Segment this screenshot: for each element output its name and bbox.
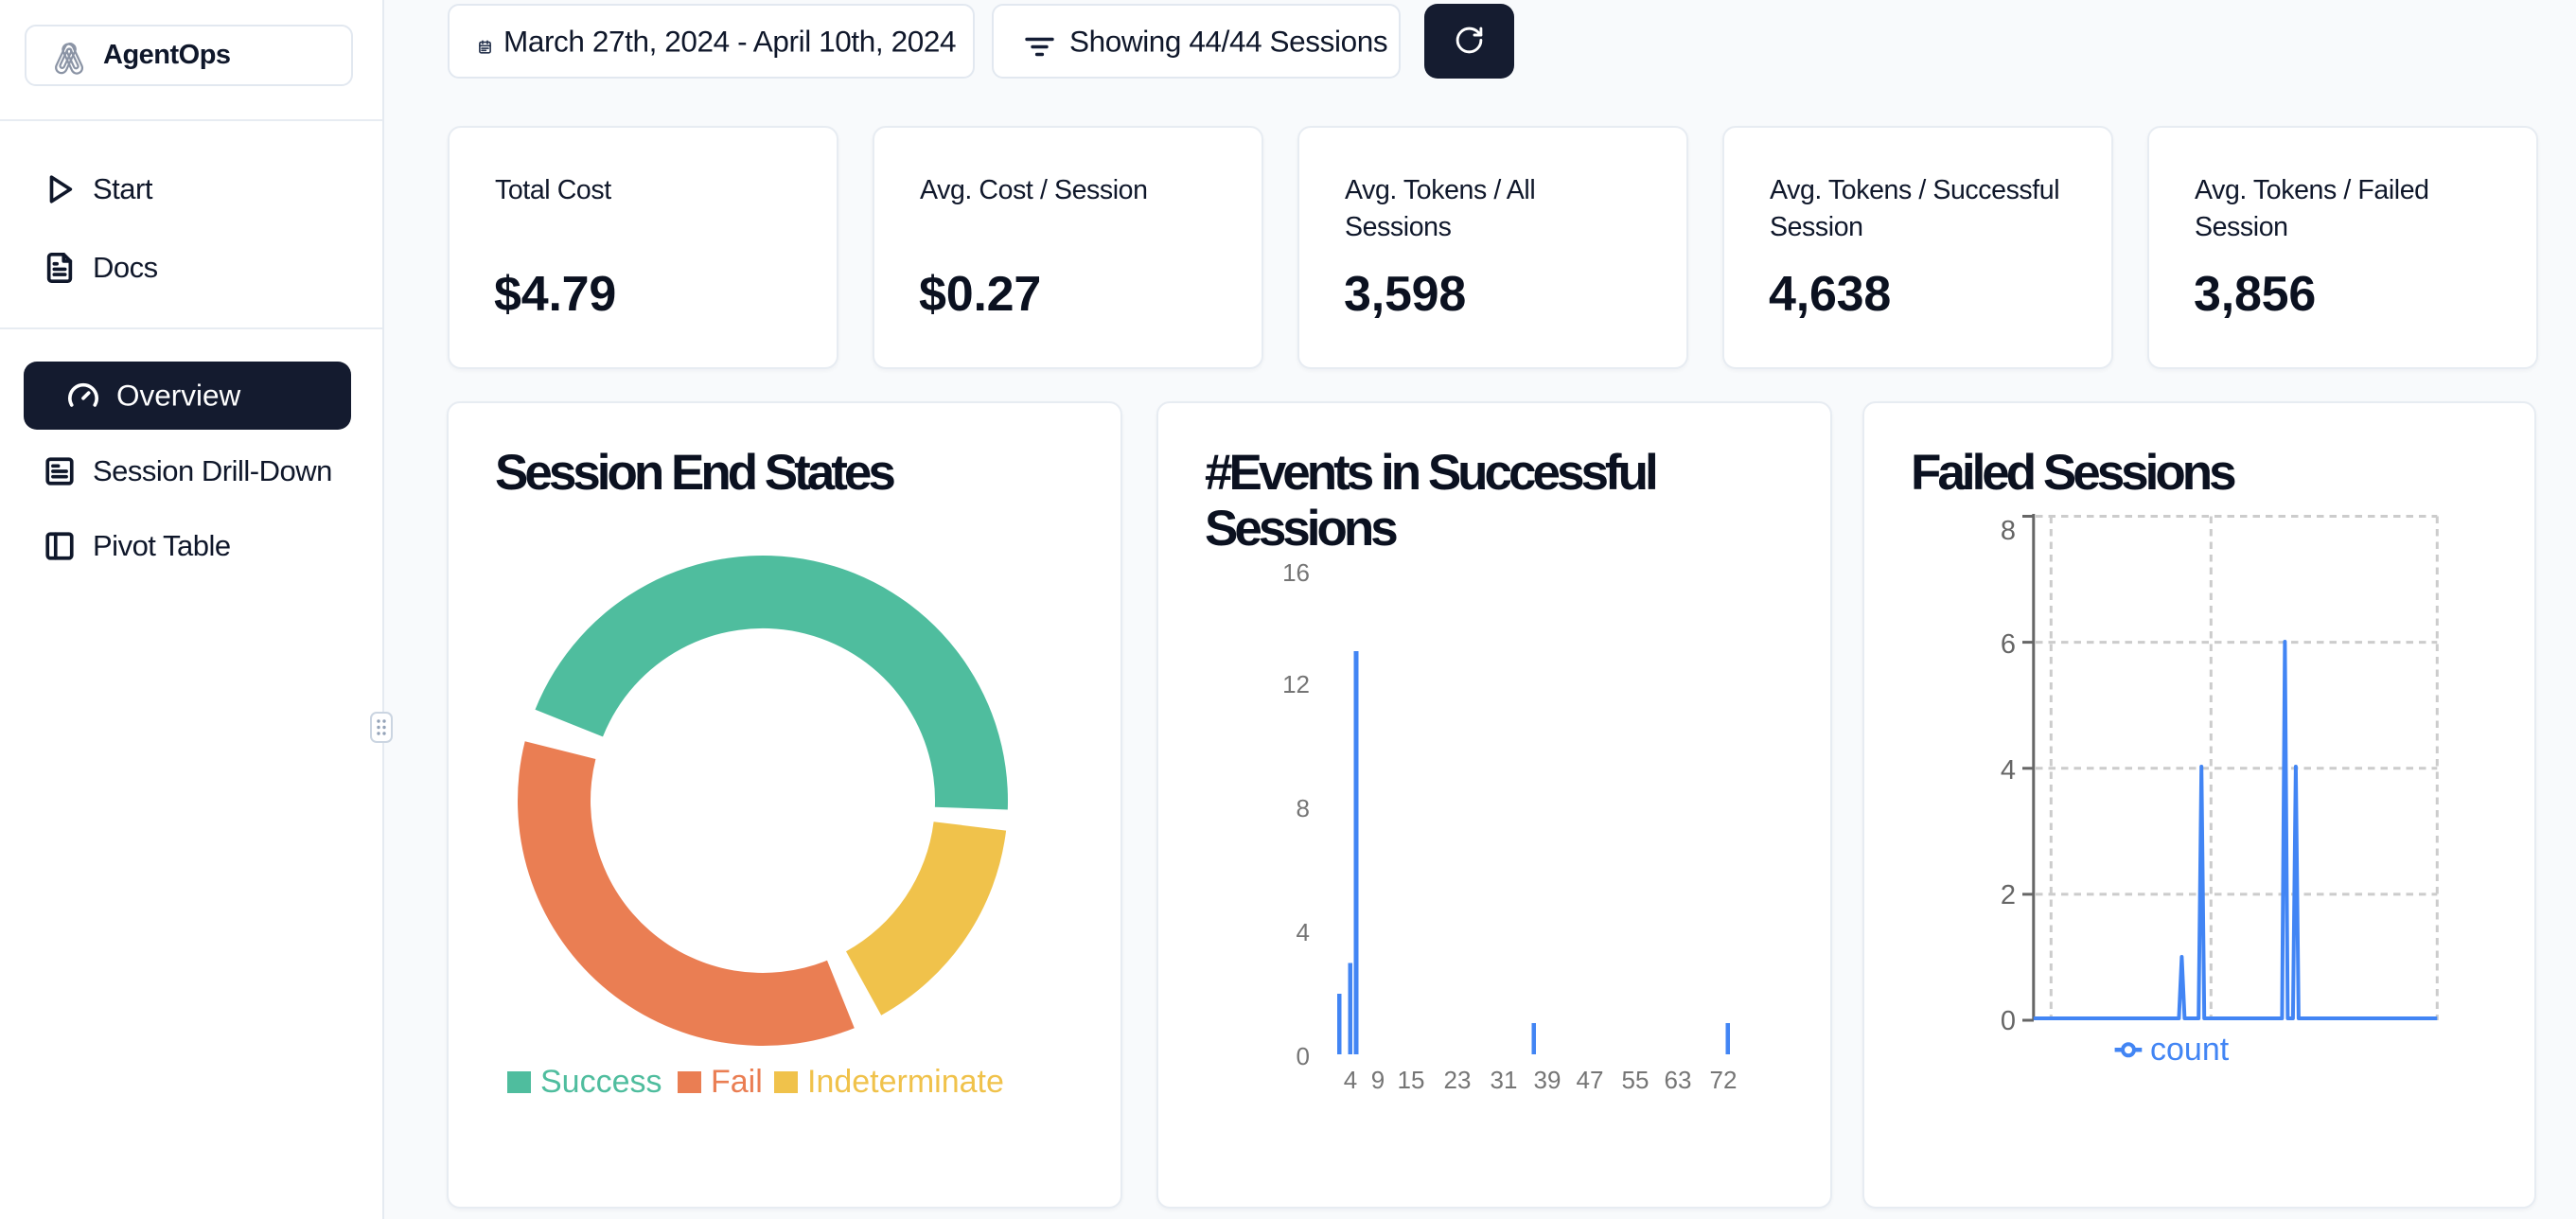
- svg-text:9: 9: [1371, 1066, 1385, 1094]
- svg-text:23: 23: [1444, 1066, 1472, 1094]
- svg-text:2: 2: [2001, 880, 2016, 910]
- svg-text:72: 72: [1710, 1066, 1738, 1094]
- svg-text:0: 0: [1297, 1042, 1310, 1070]
- svg-text:12: 12: [1282, 670, 1310, 698]
- svg-text:31: 31: [1491, 1066, 1518, 1094]
- svg-text:15: 15: [1398, 1066, 1425, 1094]
- svg-text:Fail: Fail: [711, 1064, 763, 1100]
- svg-text:39: 39: [1534, 1066, 1561, 1094]
- svg-text:4: 4: [1344, 1066, 1357, 1094]
- svg-text:47: 47: [1577, 1066, 1604, 1094]
- svg-text:Success: Success: [540, 1064, 662, 1100]
- svg-text:4: 4: [2001, 755, 2016, 786]
- svg-text:8: 8: [1297, 794, 1310, 822]
- svg-text:63: 63: [1665, 1066, 1692, 1094]
- svg-text:8: 8: [2001, 516, 2016, 546]
- svg-text:55: 55: [1622, 1066, 1650, 1094]
- svg-text:6: 6: [2001, 629, 2016, 660]
- svg-text:count: count: [2150, 1032, 2230, 1068]
- svg-text:0: 0: [2001, 1006, 2016, 1036]
- svg-text:Indeterminate: Indeterminate: [807, 1064, 1004, 1100]
- svg-text:4: 4: [1297, 918, 1310, 946]
- svg-text:16: 16: [1282, 558, 1310, 587]
